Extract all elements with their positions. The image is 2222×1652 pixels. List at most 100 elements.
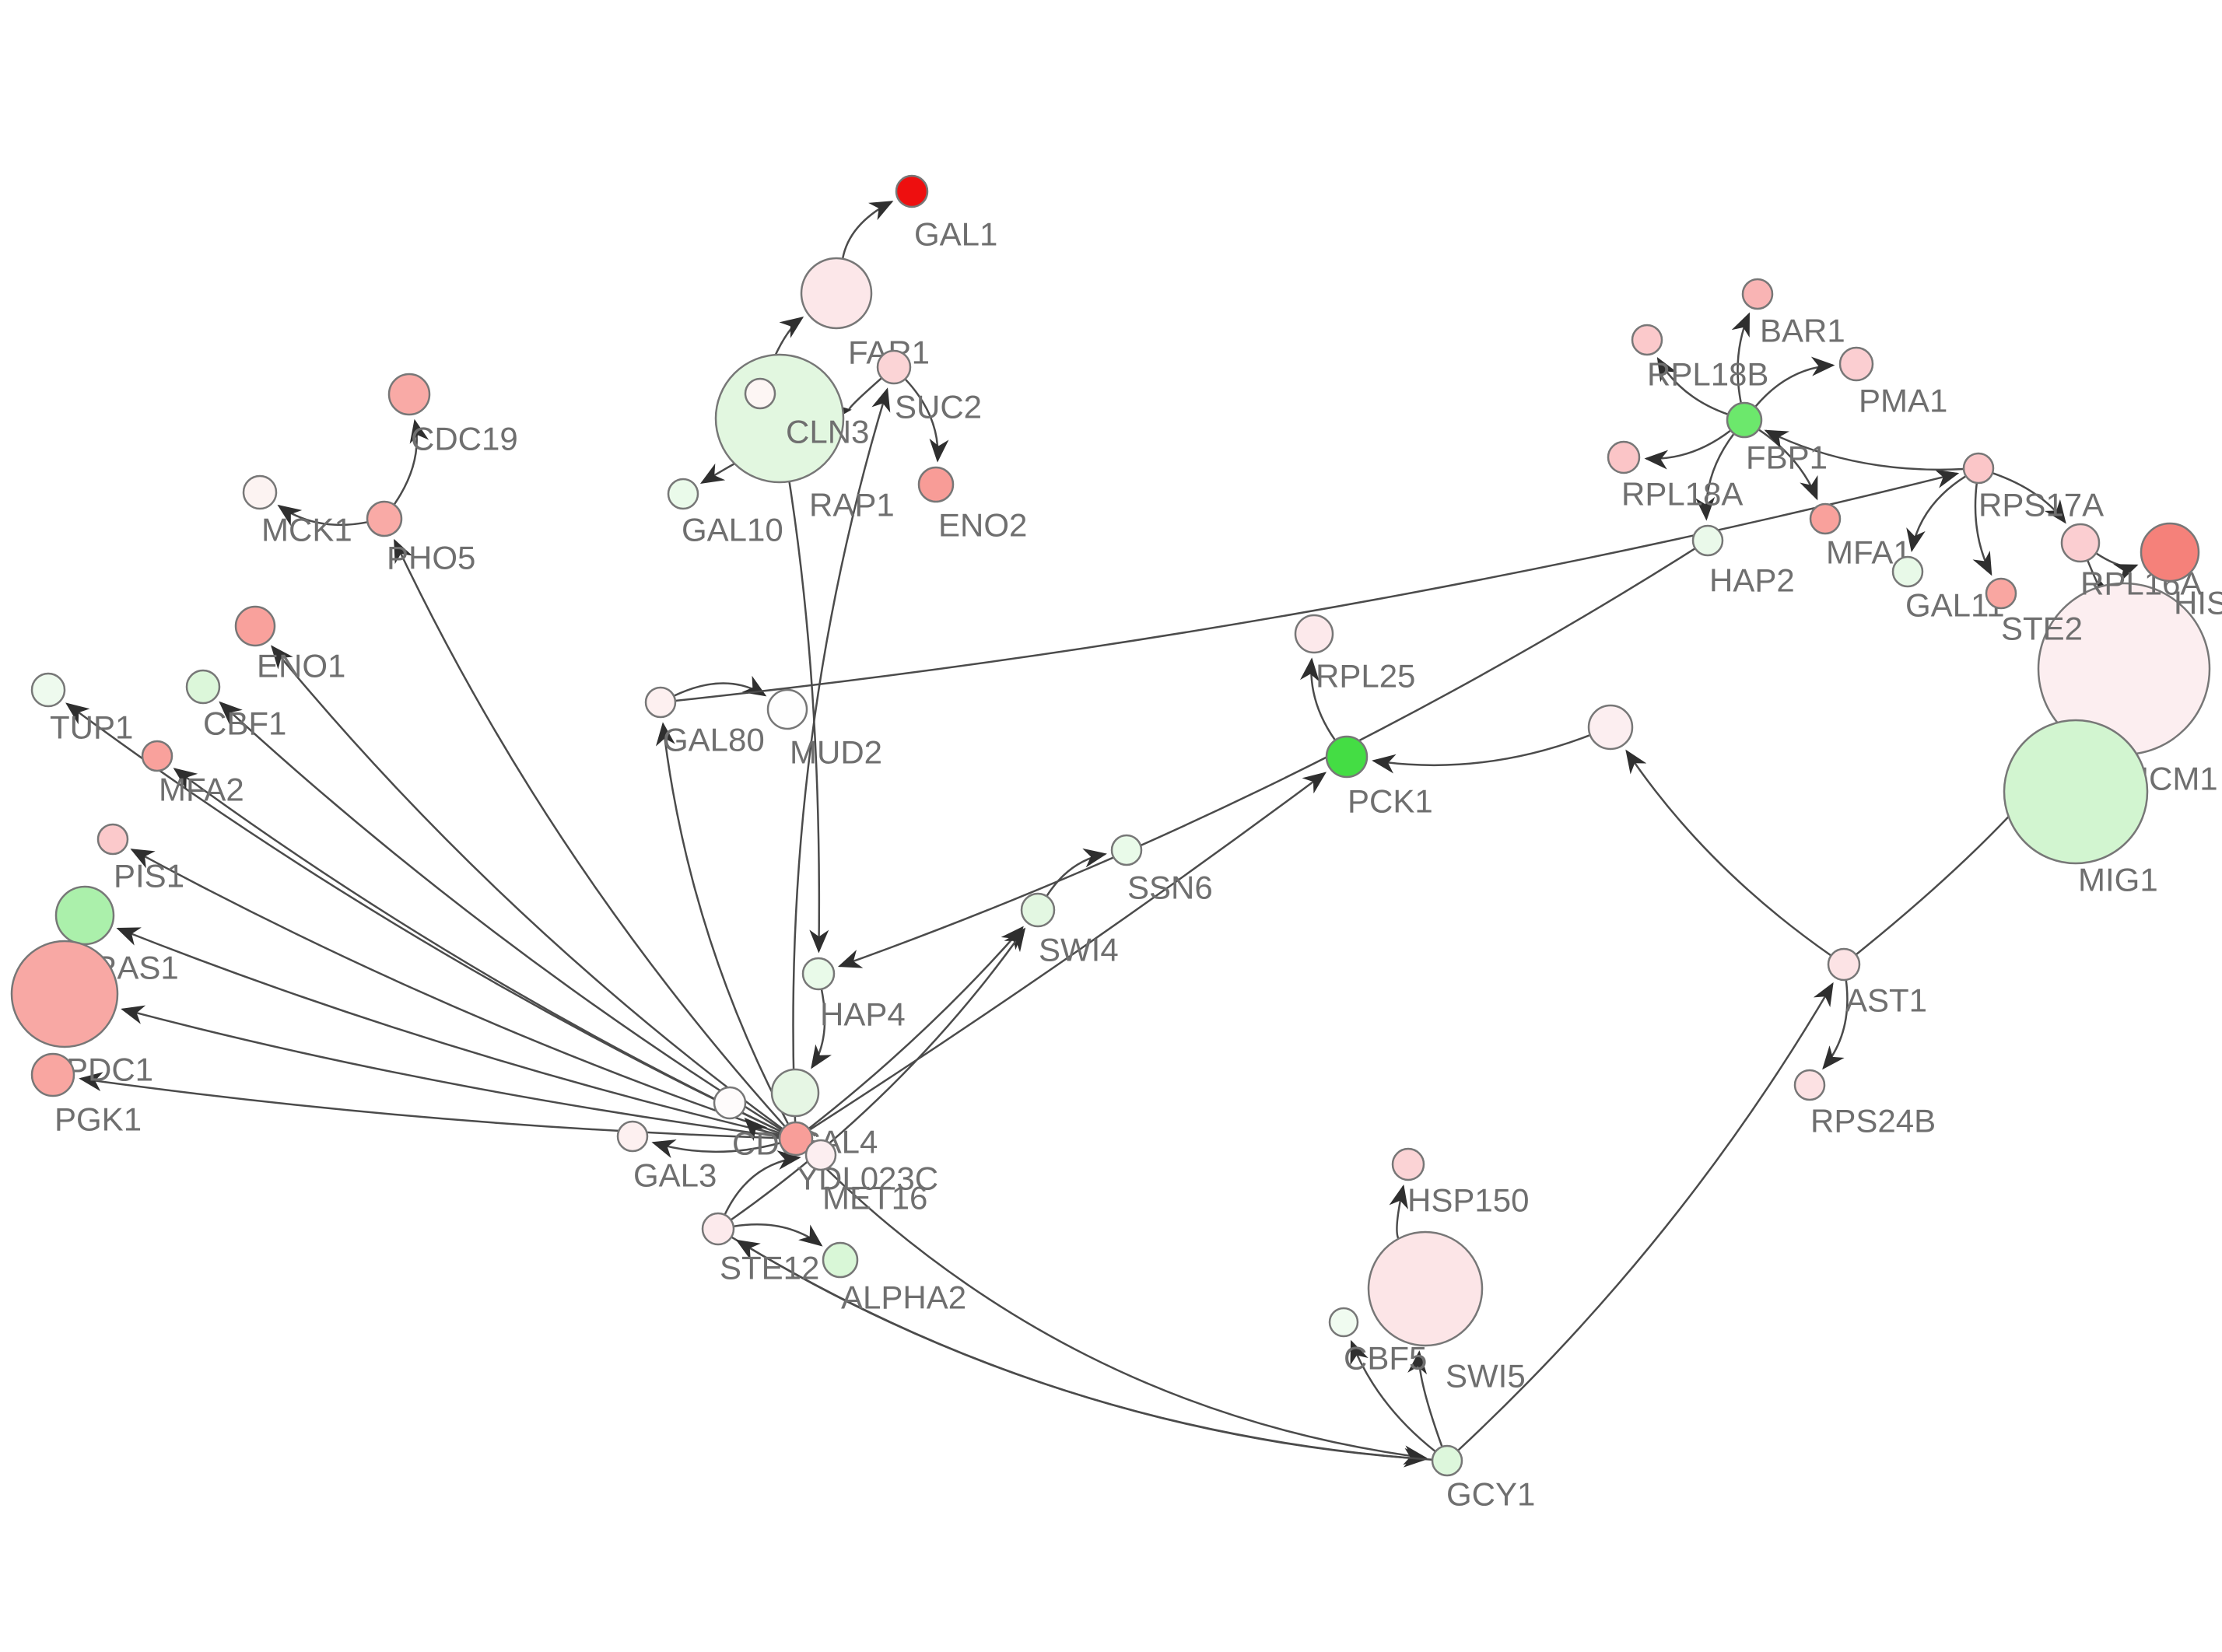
gene-node-MIG1[interactable] xyxy=(2003,719,2149,865)
gene-node-CLN3[interactable] xyxy=(744,377,776,410)
gene-node-HAP4[interactable] xyxy=(801,957,836,991)
edge-PHO5-MCK1[interactable] xyxy=(277,504,368,527)
gene-node-RPL18B[interactable] xyxy=(1631,324,1663,356)
edge-FAR1-GAL1[interactable] xyxy=(841,201,894,259)
edge-GAL80-MUD2[interactable] xyxy=(673,675,767,697)
edge-HAP4-GAL4[interactable] xyxy=(811,989,832,1069)
edge-YDL023C-GAL3[interactable] xyxy=(651,1139,781,1158)
gene-node-RAS1[interactable] xyxy=(54,885,115,946)
edge-HAP2-HAP4[interactable] xyxy=(837,548,1696,968)
gene-node-SWI5[interactable] xyxy=(1367,1230,1484,1347)
edge-STE12-ALPHA2[interactable] xyxy=(733,1223,823,1247)
gene-node-PINK[interactable] xyxy=(1587,704,1634,751)
gene-node-CDC6[interactable] xyxy=(713,1086,747,1120)
gene-node-RPL18A[interactable] xyxy=(1607,440,1641,474)
edge-FBP1-RPL18B[interactable] xyxy=(1656,357,1729,415)
gene-node-ENO1[interactable] xyxy=(234,605,276,647)
gene-node-PHO5[interactable] xyxy=(366,500,403,537)
edge-YDL023C-SWI4[interactable] xyxy=(808,926,1024,1130)
gene-node-RPL16A[interactable] xyxy=(2060,523,2101,563)
edge-STE12-MET16[interactable] xyxy=(724,1150,801,1216)
edge-YDL023C-GAL80[interactable] xyxy=(655,722,790,1125)
edge-PINK-PCK1[interactable] xyxy=(1372,733,1591,774)
gene-node-STE12[interactable] xyxy=(701,1212,735,1246)
edge-GAL80-RPS17A[interactable] xyxy=(675,469,1960,702)
edge-PHO5-CDC19[interactable] xyxy=(393,418,429,506)
gene-node-GAL3[interactable] xyxy=(616,1120,649,1153)
gene-node-RPS17A[interactable] xyxy=(1962,452,1995,485)
edge-RAP1-GAL10[interactable] xyxy=(699,463,736,484)
edge-FBP1-PMA1[interactable] xyxy=(1754,356,1835,408)
edge-YDL023C-PGK1[interactable] xyxy=(79,1072,780,1139)
gene-node-CBF5[interactable] xyxy=(1328,1307,1359,1338)
gene-node-PIS1[interactable] xyxy=(96,823,129,856)
gene-node-HSP150[interactable] xyxy=(1391,1147,1425,1181)
gene-node-GAL80[interactable] xyxy=(644,686,677,719)
edge-RPS17A-STE2[interactable] xyxy=(1972,482,1992,576)
gene-node-BAR1[interactable] xyxy=(1741,278,1774,310)
gene-node-SUC2[interactable] xyxy=(876,349,912,385)
gene-node-GCY1[interactable] xyxy=(1431,1444,1463,1477)
gene-node-MCK1[interactable] xyxy=(242,474,278,510)
gene-node-GAL11[interactable] xyxy=(1891,555,1924,588)
edge-YDL023C-TUP1[interactable] xyxy=(65,702,782,1133)
gene-node-PCK1[interactable] xyxy=(1325,735,1369,779)
edge-GCY1-AST1[interactable] xyxy=(1457,982,1834,1451)
gene-node-CDC19[interactable] xyxy=(387,373,431,416)
edge-RPS17A-GAL11[interactable] xyxy=(1906,475,1967,552)
edge-AST1-RPS24B[interactable] xyxy=(1822,979,1849,1070)
edge-RAP1-HAP4[interactable] xyxy=(788,481,829,954)
edge-FBP1-RPL18A[interactable] xyxy=(1644,429,1732,470)
gene-node-RPL25[interactable] xyxy=(1294,614,1334,654)
edge-YDL023C-ENO1[interactable] xyxy=(271,645,783,1130)
edge-FBP1-BAR1[interactable] xyxy=(1731,312,1751,404)
gene-node-HAP2[interactable] xyxy=(1691,524,1724,557)
edge-STE12-SWI4[interactable] xyxy=(730,927,1026,1221)
edge-YDL023C-CDC6[interactable] xyxy=(744,1117,780,1142)
gene-node-SWI4[interactable] xyxy=(1020,892,1056,928)
edge-RPS17A-FBP1[interactable] xyxy=(1764,429,1964,471)
edge-YDL023C-GCY1[interactable] xyxy=(806,1150,1428,1465)
gene-node-STE2[interactable] xyxy=(1985,577,2017,610)
gene-node-PGK1[interactable] xyxy=(30,1052,75,1097)
gene-node-CBF1[interactable] xyxy=(185,669,221,705)
gene-node-GAL10[interactable] xyxy=(667,478,699,510)
edge-YDL023C-SUC2[interactable] xyxy=(792,387,891,1123)
gene-node-SSN6[interactable] xyxy=(1110,834,1143,866)
edge-YDL023C-RAS1[interactable] xyxy=(116,927,780,1136)
edge-SWI5-HSP150[interactable] xyxy=(1389,1184,1408,1240)
edge-PCK1-RPL25[interactable] xyxy=(1300,657,1337,741)
edge-RPL16A-HIS4[interactable] xyxy=(2095,552,2139,583)
gene-node-MET16[interactable] xyxy=(804,1139,837,1171)
edge-YDL023C-PIS1[interactable] xyxy=(130,849,781,1135)
edge-AST1-PINK[interactable] xyxy=(1625,749,1832,957)
edge-GCY1-STE12[interactable] xyxy=(735,1239,1433,1461)
edge-YDL023C-PHO5[interactable] xyxy=(394,538,786,1128)
edge-YDL023C-PDC1[interactable] xyxy=(121,1005,780,1138)
edge-FBP1-HAP2[interactable] xyxy=(1695,432,1735,521)
gene-node-TUP1[interactable] xyxy=(30,672,66,708)
gene-node-MFA1[interactable] xyxy=(1809,502,1842,535)
edge-YDL023C-CBF1[interactable] xyxy=(219,701,783,1131)
gene-node-PMA1[interactable] xyxy=(1838,346,1874,382)
gene-node-GAL1[interactable] xyxy=(895,174,929,208)
edge-GCY1-SWI5[interactable] xyxy=(1407,1350,1443,1447)
edge-RPS17A-RPL16A[interactable] xyxy=(1992,472,2066,524)
gene-node-RPS24B[interactable] xyxy=(1793,1069,1826,1101)
edge-SWI4-SSN6[interactable] xyxy=(1046,848,1107,897)
gene-node-ENO2[interactable] xyxy=(917,466,955,503)
gene-node-YDL023C[interactable] xyxy=(778,1121,814,1157)
gene-node-FBP1[interactable] xyxy=(1726,401,1763,439)
edge-SUC2-RAP1[interactable] xyxy=(827,376,883,422)
edge-GCY1-CBF5[interactable] xyxy=(1350,1339,1436,1453)
edge-YDL023C-PCK1[interactable] xyxy=(809,772,1327,1131)
gene-node-MUD2[interactable] xyxy=(766,688,808,730)
gene-node-MFA2[interactable] xyxy=(141,740,173,772)
gene-node-ALPHA2[interactable] xyxy=(822,1241,859,1279)
edge-YDL023C-MFA2[interactable] xyxy=(173,768,782,1133)
gene-node-PDC1[interactable] xyxy=(10,940,119,1048)
gene-node-FAR1[interactable] xyxy=(800,257,873,330)
edge-SUC2-ENO2[interactable] xyxy=(904,378,949,463)
gene-node-GAL4[interactable] xyxy=(770,1068,820,1118)
